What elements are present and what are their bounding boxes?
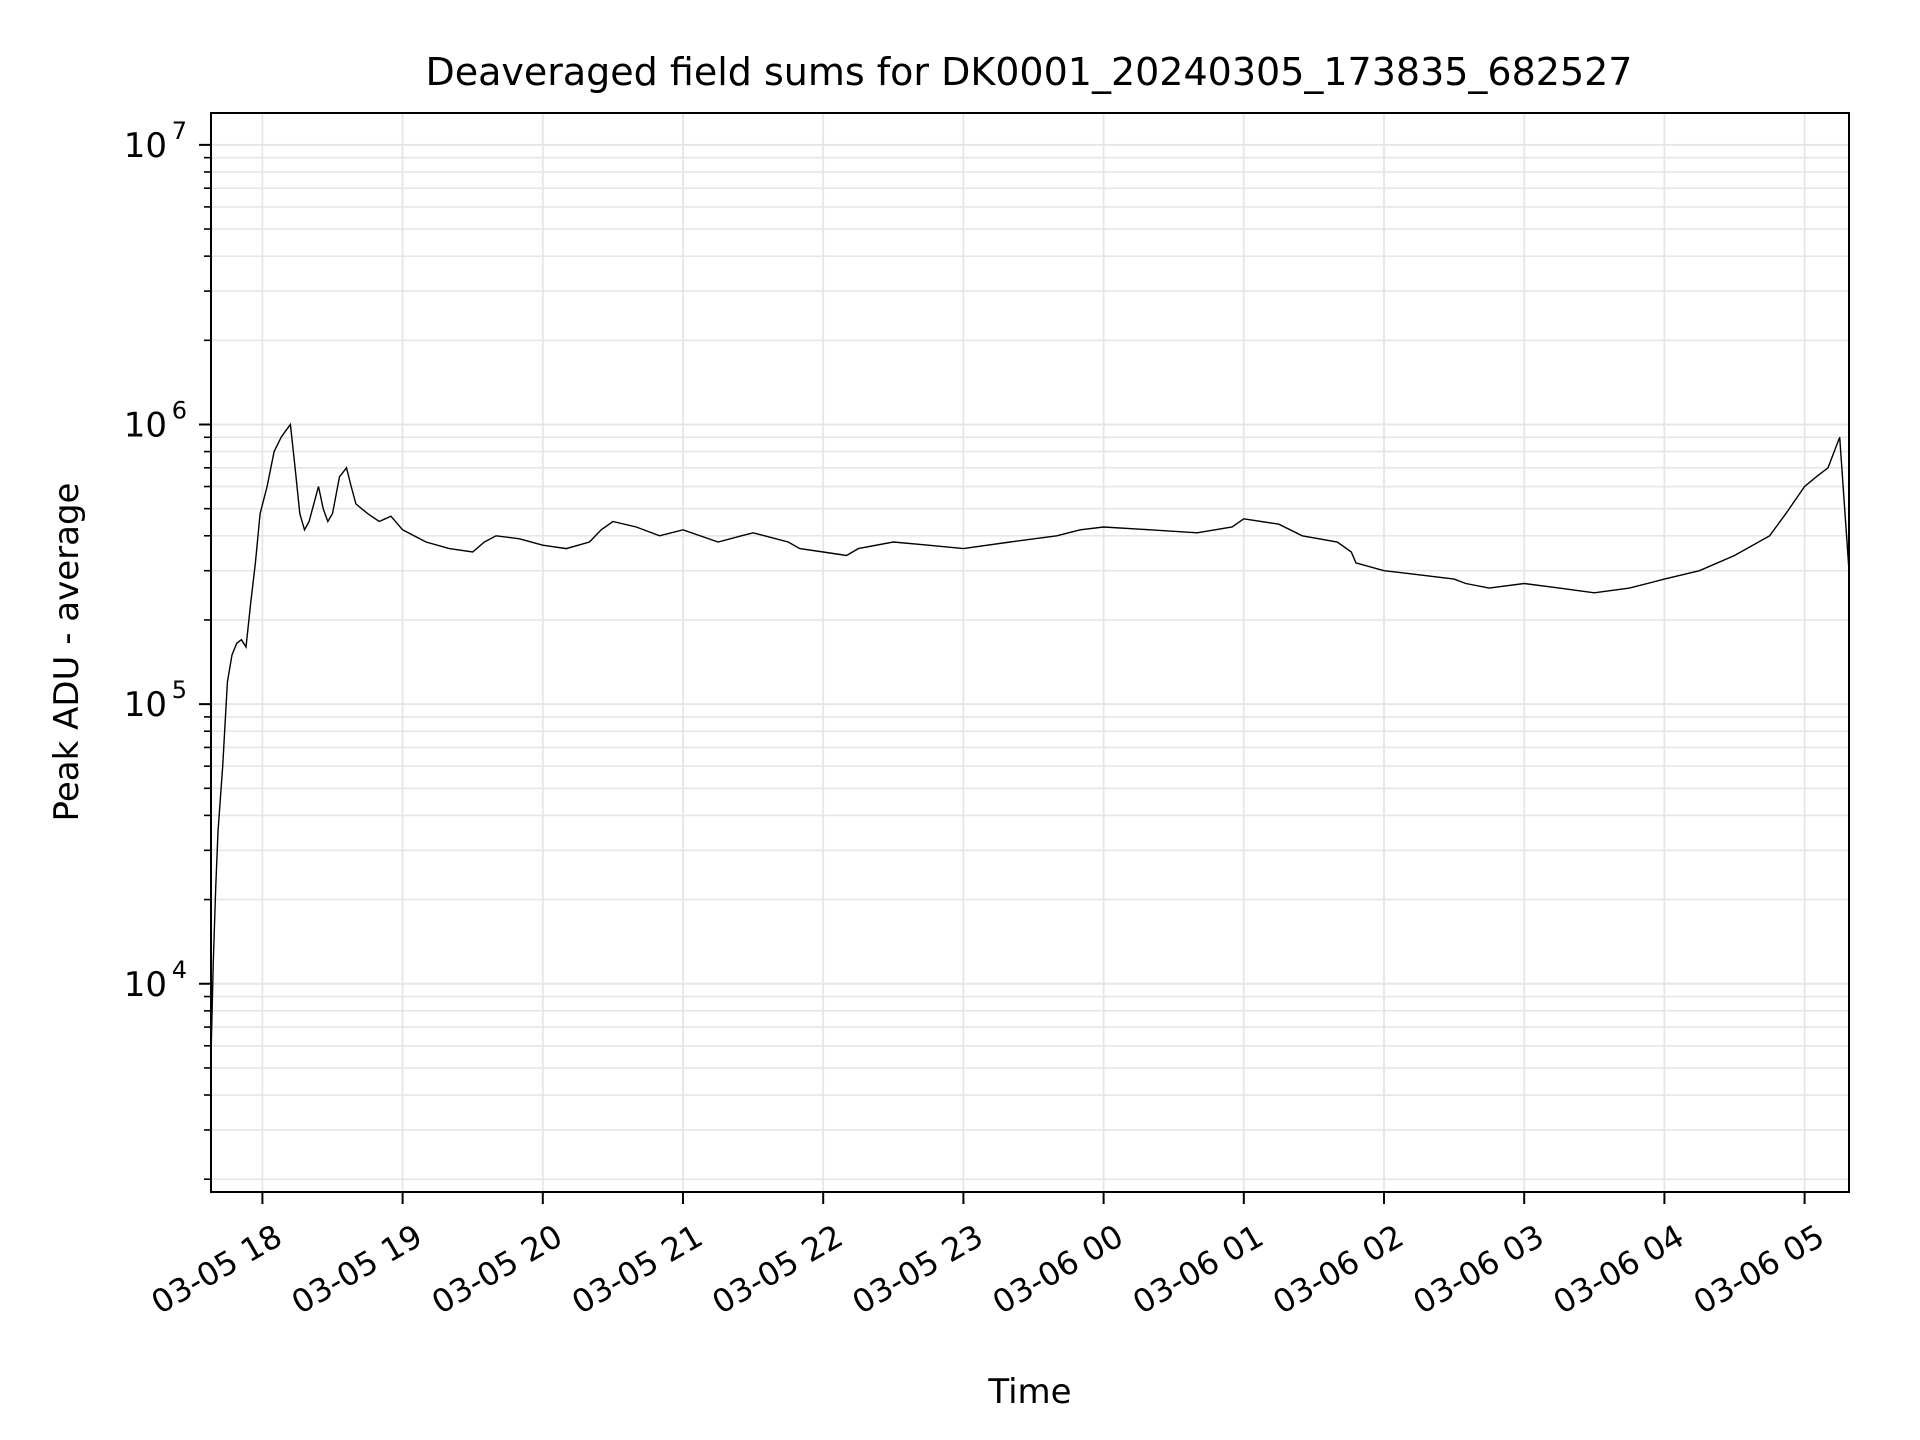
x-tick-label: 03-06 00 (986, 1217, 1130, 1322)
x-tick-label: 03-05 21 (565, 1217, 709, 1322)
y-tick-exponent: 4 (172, 956, 187, 984)
y-tick-base: 10 (124, 405, 167, 445)
y-tick-label: 10 (124, 405, 167, 445)
y-tick-exponent: 6 (172, 396, 187, 424)
x-tick-label: 03-05 23 (846, 1217, 990, 1322)
x-tick-label: 03-05 20 (425, 1217, 569, 1322)
x-tick-label: 03-05 19 (285, 1217, 429, 1322)
chart-title: Deaveraged field sums for DK0001_2024030… (425, 50, 1632, 94)
y-tick-base: 10 (124, 965, 167, 1005)
y-tick-base: 10 (124, 685, 167, 725)
grid (211, 113, 1849, 1192)
y-tick-exponent: 7 (172, 117, 187, 145)
x-tick-label: 03-06 02 (1266, 1217, 1410, 1322)
y-tick-label: 10 (124, 685, 167, 725)
y-axis-label: Peak ADU - average (47, 483, 87, 822)
y-tick-label: 10 (124, 965, 167, 1005)
plot-frame (210, 112, 1850, 1193)
x-tick-label: 03-06 04 (1547, 1217, 1691, 1322)
x-tick-label: 03-06 05 (1687, 1217, 1831, 1322)
plot-background (211, 113, 1849, 1192)
series (210, 422, 1850, 1057)
x-tick-label: 03-06 03 (1407, 1217, 1551, 1322)
y-tick-base: 10 (124, 126, 167, 166)
y-tick-exponent: 5 (172, 676, 187, 704)
x-tick-label: 03-05 18 (145, 1217, 289, 1322)
series-line (210, 422, 1850, 1057)
plot-area (210, 112, 1850, 1193)
x-tick-label: 03-06 01 (1126, 1217, 1270, 1322)
y-tick-label: 10 (124, 126, 167, 166)
x-tick-label: 03-05 22 (706, 1217, 850, 1322)
x-axis-label: Time (987, 1372, 1071, 1412)
